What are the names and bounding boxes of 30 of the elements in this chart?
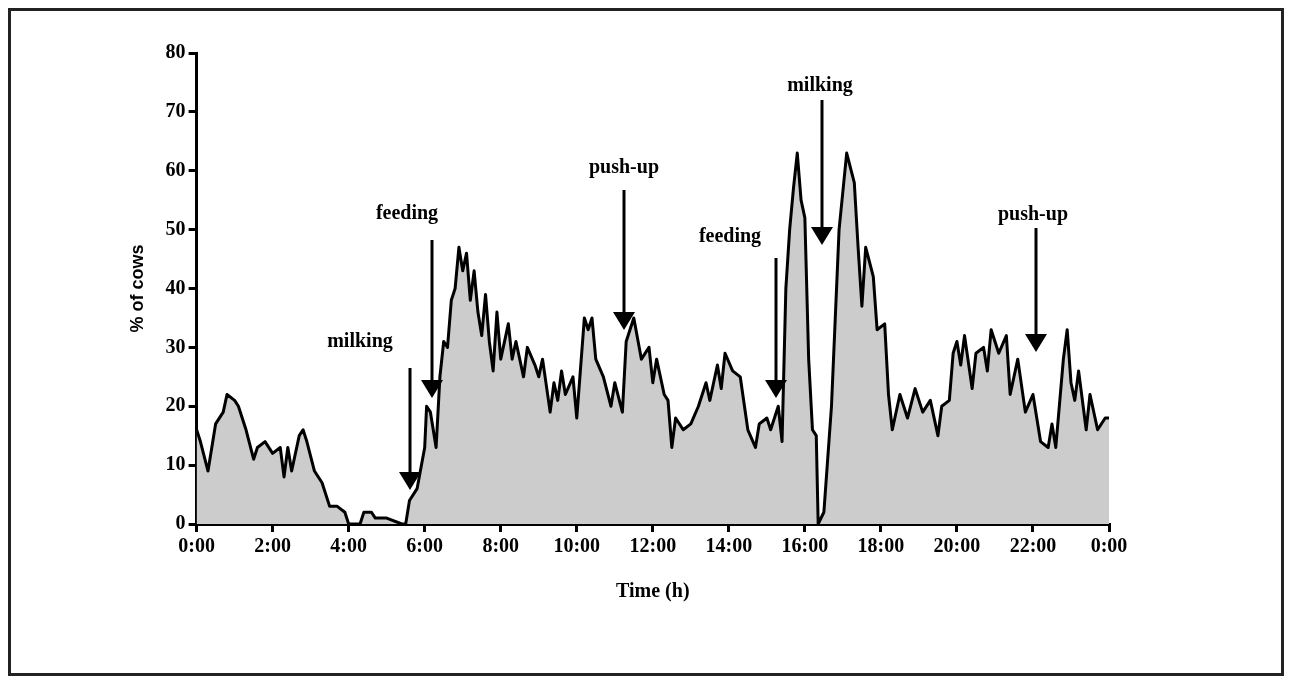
x-tick-label: 18:00 [857, 534, 905, 557]
y-axis-title: % of cows [126, 244, 147, 333]
x-tick-label: 10:00 [553, 534, 601, 557]
annotation: push-up [588, 154, 660, 178]
x-tick-label: 22:00 [1009, 534, 1057, 557]
annotation: milking [327, 328, 393, 352]
x-tick-label: 16:00 [781, 534, 829, 557]
y-tick-label: 30 [165, 334, 186, 357]
y-tick-label: 80 [165, 40, 186, 63]
y-tick-label: 70 [165, 99, 186, 122]
annotation: feeding [375, 200, 439, 224]
y-tick-label: 10 [165, 452, 186, 475]
annotation: push-up [997, 201, 1069, 225]
y-tick-label: 20 [165, 393, 186, 416]
x-axis-title: Time (h) [616, 579, 690, 603]
annotation: feeding [698, 223, 762, 247]
x-tick-label: 20:00 [933, 534, 981, 557]
x-tick-label: 2:00 [254, 534, 291, 557]
y-tick-label: 60 [165, 157, 186, 180]
y-tick-label: 40 [165, 275, 186, 298]
annotation: milking [787, 72, 853, 96]
x-tick-label: 0:00 [178, 534, 215, 557]
x-tick-label: 6:00 [406, 534, 444, 557]
x-tick-label: 4:00 [330, 534, 367, 557]
x-tick-label: 0:00 [1090, 534, 1128, 557]
y-tick-label: 50 [165, 216, 186, 239]
x-tick-label: 14:00 [705, 534, 753, 557]
x-tick-label: 8:00 [482, 534, 520, 557]
x-tick-label: 12:00 [629, 534, 677, 557]
y-tick-label: 0 [175, 511, 186, 534]
